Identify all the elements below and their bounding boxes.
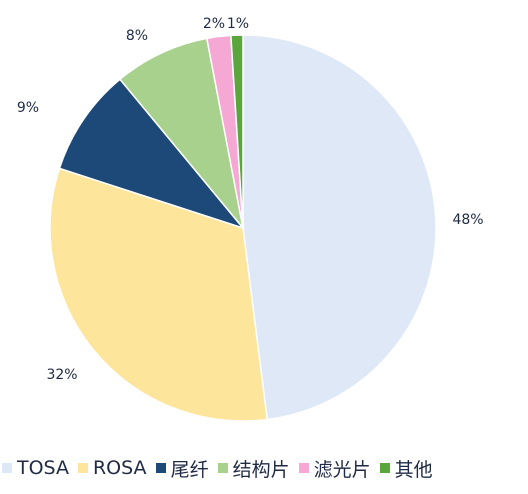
pie-data-label-6: 1% xyxy=(227,16,249,32)
legend-label-1: TOSA xyxy=(17,457,69,479)
pie-slice-3 xyxy=(58,78,246,230)
pie-slice-1 xyxy=(242,34,437,421)
legend-swatch-2 xyxy=(77,463,88,473)
legend-item-5: 滤光片 xyxy=(298,455,371,482)
legend-swatch-4 xyxy=(217,463,228,473)
chart-legend: TOSA ROSA 尾纤 结构片 滤光片 其他 xyxy=(0,455,442,481)
legend-item-6: 其他 xyxy=(379,455,433,482)
legend-label-4: 结构片 xyxy=(232,458,290,481)
legend-item-4: 结构片 xyxy=(217,455,290,482)
legend-item-3: 尾纤 xyxy=(155,455,209,482)
legend-swatch-3 xyxy=(155,463,166,473)
pie-data-label-4: 8% xyxy=(126,28,148,44)
legend-swatch-6 xyxy=(379,463,390,473)
pie-chart: 48% 32% 9% 8% 2% 1% xyxy=(17,16,484,422)
pie-data-label-3: 9% xyxy=(17,100,39,116)
legend-label-6: 其他 xyxy=(394,458,433,481)
pie-slice-6 xyxy=(230,34,244,229)
pie-data-label-1: 48% xyxy=(452,212,483,228)
legend-swatch-1 xyxy=(2,463,12,473)
legend-item-1: TOSA xyxy=(2,457,69,479)
legend-item-2: ROSA xyxy=(77,457,147,479)
legend-label-5: 滤光片 xyxy=(313,458,371,481)
pie-slices xyxy=(49,34,437,422)
legend-label-3: 尾纤 xyxy=(170,458,209,481)
pie-data-label-2: 32% xyxy=(46,367,77,383)
pie-data-label-5: 2% xyxy=(203,16,225,32)
pie-slice-4 xyxy=(118,37,244,229)
pie-slice-2 xyxy=(49,167,269,422)
pie-data-labels: 48% 32% 9% 8% 2% 1% xyxy=(17,16,484,383)
legend-label-2: ROSA xyxy=(92,457,147,479)
legend-swatch-5 xyxy=(298,463,309,473)
